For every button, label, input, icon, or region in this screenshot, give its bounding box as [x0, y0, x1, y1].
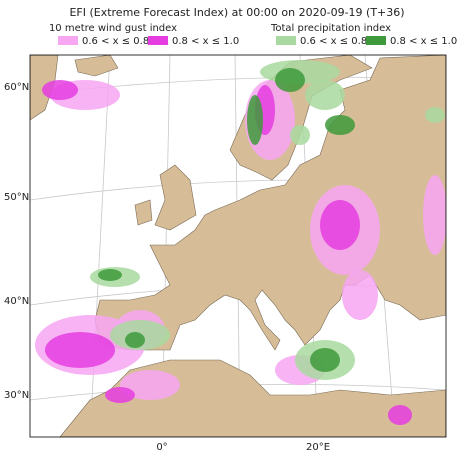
graticule-labels: 60°N 50°N 40°N 30°N 0° 20°E: [4, 82, 330, 453]
index-areas: [35, 60, 446, 425]
legend-label: 0.6 < x ≤ 0.8: [300, 36, 367, 47]
legend-swatch: [58, 36, 78, 45]
legend-swatch: [148, 36, 168, 45]
latitude-label: 30°N: [4, 390, 29, 401]
map-frame: [29, 54, 447, 438]
map-area: [30, 55, 446, 437]
longitude-label: 0°: [156, 442, 167, 453]
legend: 10 metre wind gust index 0.6 < x ≤ 0.8 0.8…: [49, 23, 457, 47]
legend-swatch: [276, 36, 296, 45]
legend-label: 0.8 < x ≤ 1.0: [390, 36, 457, 47]
legend-swatch: [366, 36, 386, 45]
title: EFI (Extreme Forecast Index) at 00:00 on…: [69, 6, 404, 19]
latitude-label: 50°N: [4, 192, 29, 203]
latitude-label: 40°N: [4, 296, 29, 307]
legend-label: 0.6 < x ≤ 0.8: [82, 36, 149, 47]
legend-label: 0.8 < x ≤ 1.0: [172, 36, 239, 47]
latitude-label: 60°N: [4, 82, 29, 93]
longitude-label: 20°E: [306, 442, 330, 453]
legend-group-title: 10 metre wind gust index: [49, 23, 177, 34]
legend-group-title: Total precipitation index: [270, 23, 391, 34]
